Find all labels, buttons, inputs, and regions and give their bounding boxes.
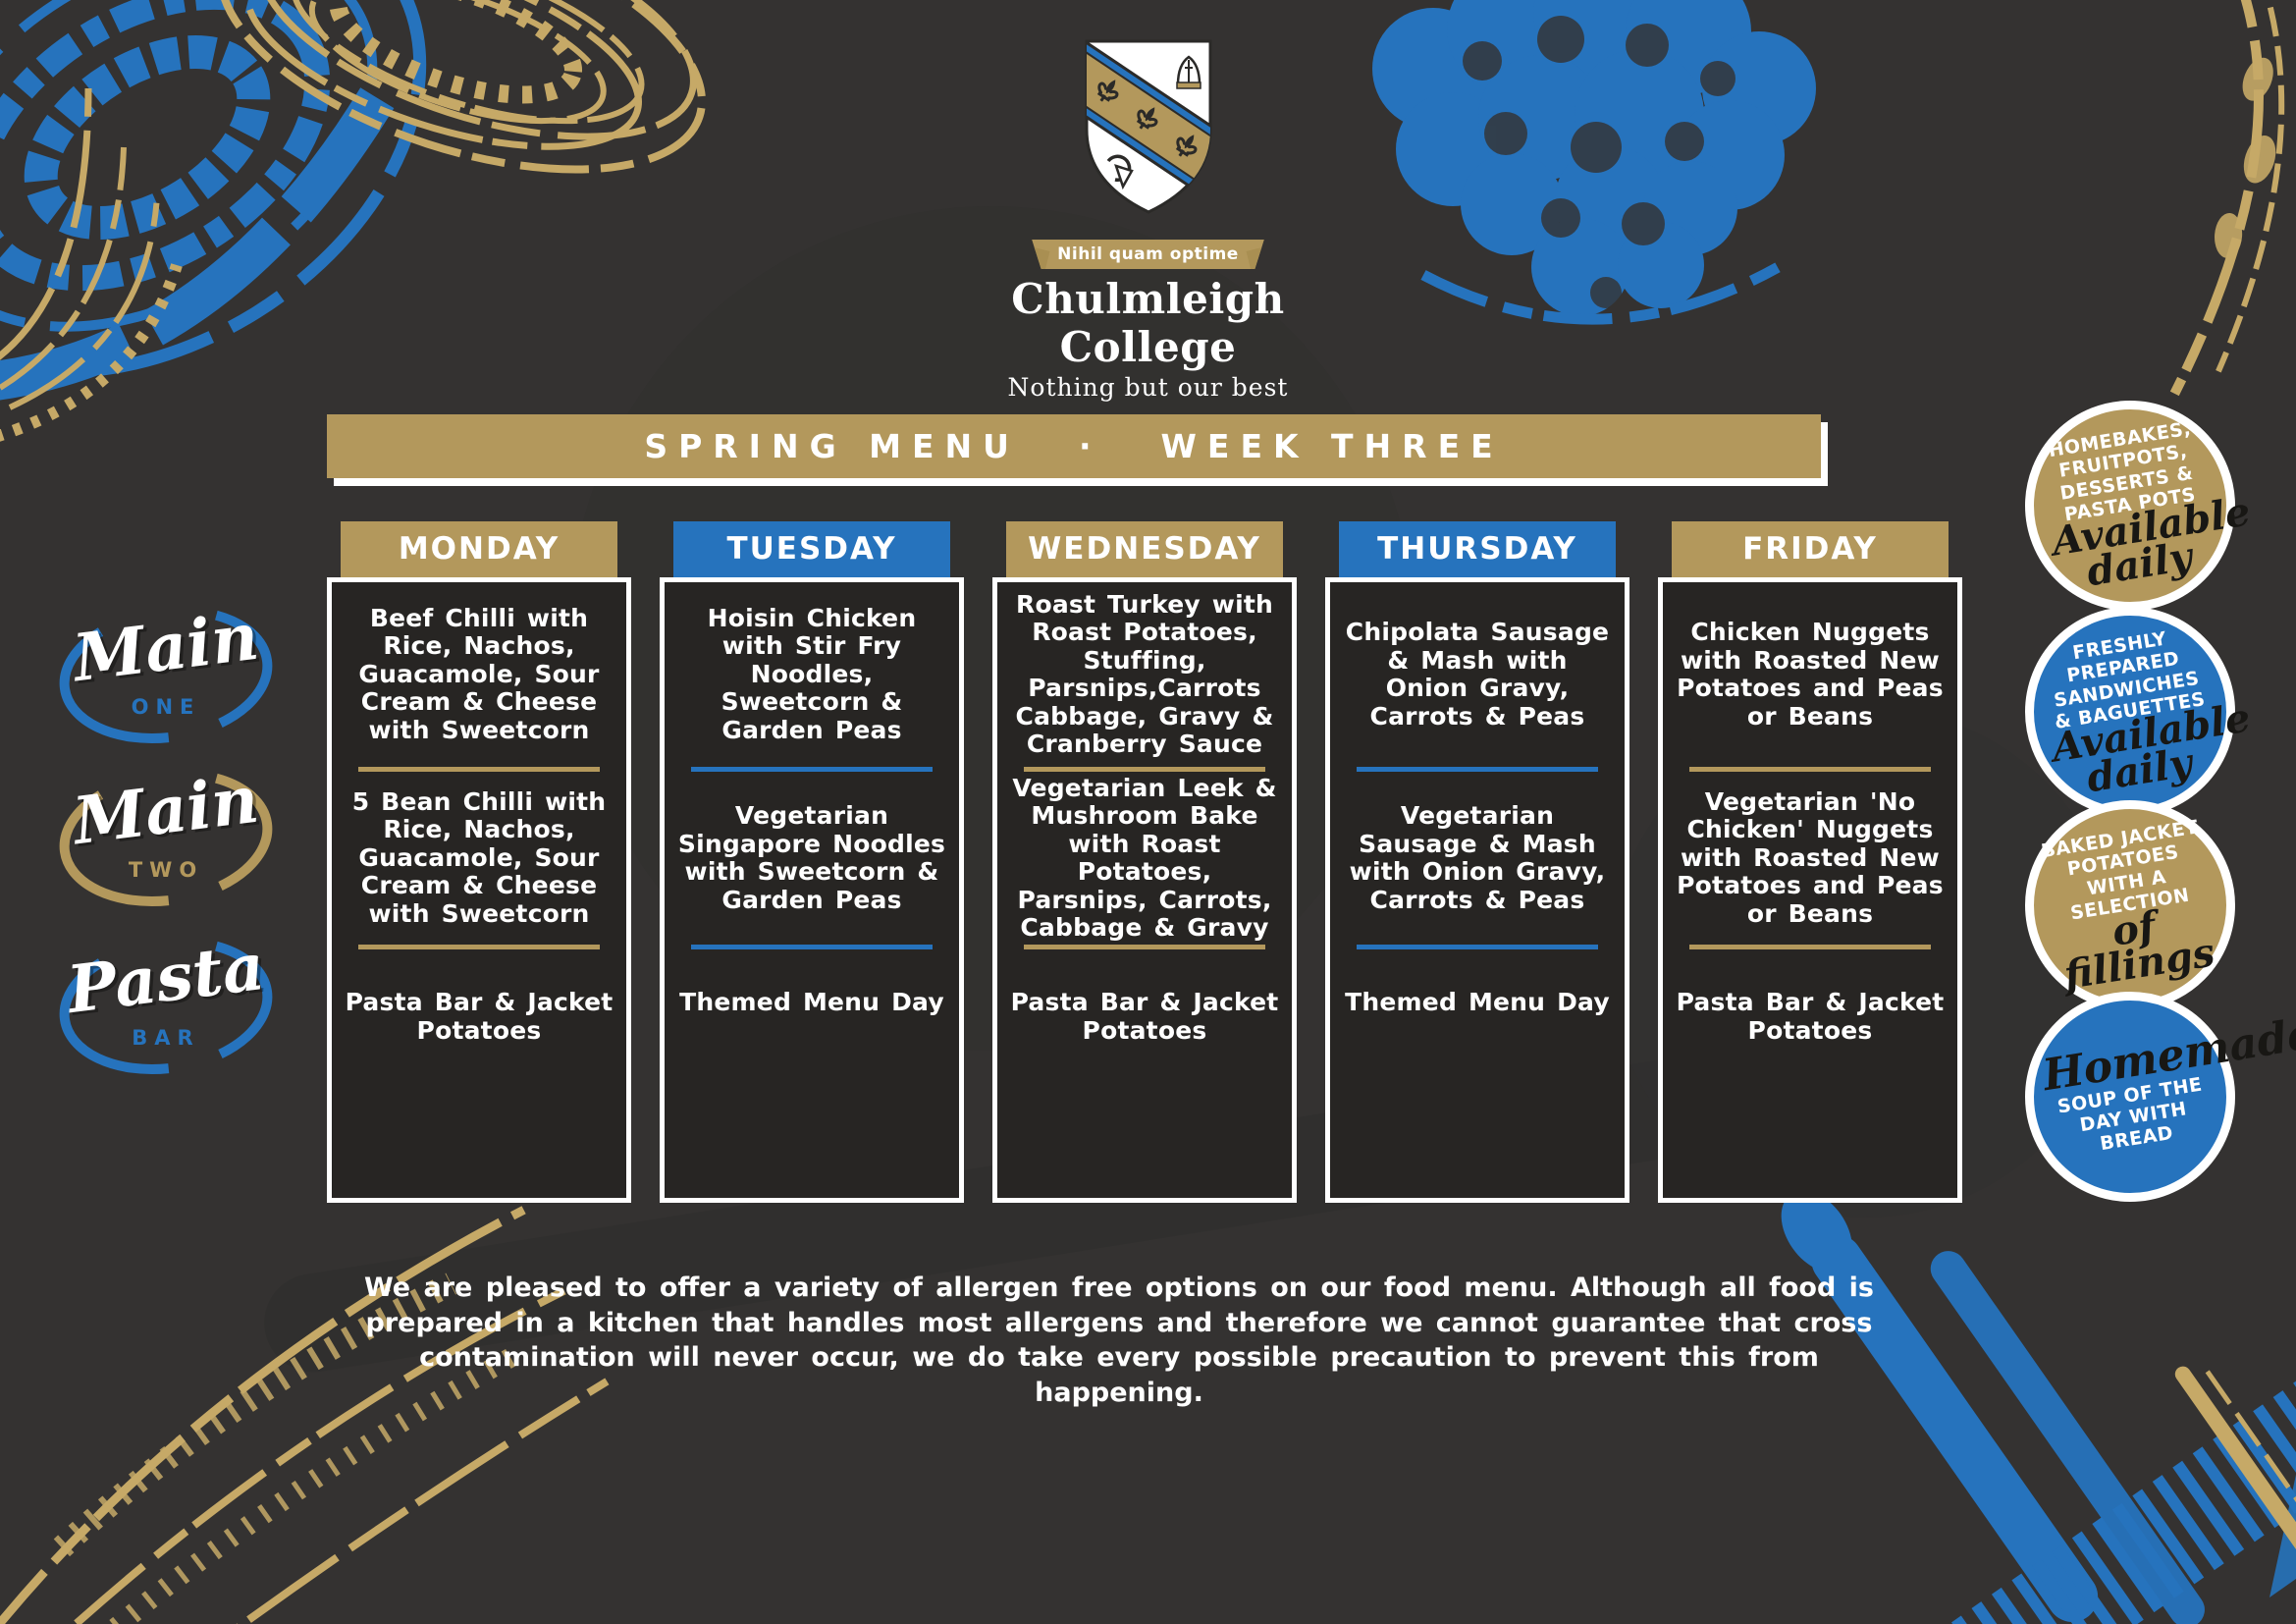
- day-body: Chipolata Sausage & Mash with Onion Grav…: [1325, 577, 1629, 1203]
- college-crest-shield-icon: [1085, 39, 1211, 214]
- main-one-item: Chicken Nuggets with Roasted New Potatoe…: [1677, 618, 1944, 731]
- main-one-item: Beef Chilli with Rice, Nachos, Guacamole…: [358, 603, 600, 744]
- main-two-item: Vegetarian Sausage & Mash with Onion Gra…: [1349, 801, 1606, 914]
- gold-pasta-nest-illustration: [217, 0, 706, 174]
- menu-title-separator: ·: [1078, 427, 1102, 465]
- mitre-icon: [1175, 55, 1201, 89]
- main-one-item: Chipolata Sausage & Mash with Onion Grav…: [1345, 618, 1610, 731]
- allergen-line-2: prepared in a kitchen that handles most …: [365, 1307, 1873, 1338]
- day-body: Beef Chilli with Rice, Nachos, Guacamole…: [327, 577, 631, 1203]
- main-one-item: Hoisin Chicken with Stir Fry Noodles, Sw…: [707, 603, 917, 744]
- gold-knife-illustration: [2174, 1366, 2296, 1624]
- day-column-wednesday: WEDNESDAY Roast Turkey with Roast Potato…: [992, 521, 1297, 1203]
- motto-text: Nihil quam optime: [1057, 244, 1239, 264]
- gold-pasta-bows-illustration: [0, 1206, 610, 1624]
- day-header: MONDAY: [341, 521, 617, 577]
- pasta-bar-badge: Pasta BAR: [53, 928, 279, 1079]
- day-body: Chicken Nuggets with Roasted New Potatoe…: [1658, 577, 1962, 1203]
- main-two-item: Vegetarian 'No Chicken' Nuggets with Roa…: [1677, 786, 1944, 928]
- blue-dish-illustration: [0, 0, 427, 404]
- pasta-bar-item: Themed Menu Day: [679, 988, 944, 1016]
- ribbon-tail: [1032, 240, 1050, 269]
- college-name: Chulmleigh College: [1011, 275, 1285, 371]
- badge-ring-icon: [59, 605, 273, 744]
- motto-ribbon: Nihil quam optime: [1032, 240, 1264, 269]
- day-body: Roast Turkey with Roast Potatoes, Stuffi…: [992, 577, 1297, 1203]
- day-column-thursday: THURSDAY Chipolata Sausage & Mash with O…: [1325, 521, 1629, 1203]
- day-column-monday: MONDAY Beef Chilli with Rice, Nachos, Gu…: [327, 521, 631, 1203]
- allergen-line-3: contamination will never occur, we do ta…: [419, 1342, 1819, 1408]
- day-header: WEDNESDAY: [1006, 521, 1283, 577]
- sandwiches-badge: FRESHLY PREPARED SANDWICHES & BAGUETTES …: [2025, 607, 2254, 817]
- badge-ring-icon: [59, 768, 273, 907]
- brand-header: Nihil quam optime Chulmleigh College Not…: [923, 35, 1374, 402]
- ribbon-tail: [1246, 240, 1264, 269]
- main-one-item: Roast Turkey with Roast Potatoes, Stuffi…: [1015, 589, 1274, 758]
- badge-ring-icon: [59, 936, 273, 1075]
- course-badge-sub: TWO: [128, 858, 204, 882]
- jacket-potatoes-badge: BAKED JACKET POTATOES WITH A SELECTION o…: [2025, 800, 2235, 1010]
- menu-title-banner: SPRING MENU · WEEK THREE: [327, 414, 1821, 478]
- divider: [358, 945, 600, 949]
- homebakes-badge: HOMEBAKES, FRUITPOTS, DESSERTS & PASTA P…: [2025, 401, 2254, 611]
- pasta-bar-item: Themed Menu Day: [1345, 988, 1610, 1016]
- day-header: TUESDAY: [673, 521, 950, 577]
- course-badge-sub: ONE: [131, 695, 201, 719]
- day-column-tuesday: TUESDAY Hoisin Chicken with Stir Fry Noo…: [660, 521, 964, 1203]
- pasta-bar-item: Pasta Bar & Jacket Potatoes: [345, 988, 614, 1045]
- week-menu-grid: MONDAY Beef Chilli with Rice, Nachos, Gu…: [327, 521, 1966, 1203]
- menu-title-right: WEEK THREE: [1160, 427, 1504, 465]
- day-header: FRIDAY: [1672, 521, 1949, 577]
- ram-head-icon: [1106, 154, 1134, 190]
- soup-badge: Homemade SOUP OF THE DAY WITH BREAD: [2025, 992, 2296, 1202]
- day-column-friday: FRIDAY Chicken Nuggets with Roasted New …: [1658, 521, 1962, 1203]
- main-one-badge: Main ONE: [53, 598, 279, 748]
- college-tagline: Nothing but our best: [1007, 373, 1289, 402]
- divider: [1357, 945, 1598, 949]
- day-body: Hoisin Chicken with Stir Fry Noodles, Sw…: [660, 577, 964, 1203]
- day-header: THURSDAY: [1339, 521, 1616, 577]
- blue-cauliflower-illustration: [1372, 0, 1816, 325]
- divider: [358, 767, 600, 772]
- main-two-item: Vegetarian Leek & Mushroom Bake with Roa…: [1012, 773, 1277, 942]
- main-two-item: Vegetarian Singapore Noodles with Sweetc…: [677, 801, 946, 914]
- menu-title-left: SPRING MENU: [644, 427, 1020, 465]
- allergen-line-1: We are pleased to offer a variety of all…: [363, 1272, 1874, 1303]
- main-two-badge: Main TWO: [53, 761, 279, 911]
- main-two-item: 5 Bean Chilli with Rice, Nachos, Guacamo…: [351, 786, 607, 928]
- gold-pod-illustration: [2169, 0, 2285, 397]
- allergen-notice: We are pleased to offer a variety of all…: [334, 1271, 1904, 1411]
- divider: [1357, 767, 1598, 772]
- course-badge-sub: BAR: [132, 1026, 200, 1050]
- pasta-bar-item: Pasta Bar & Jacket Potatoes: [1010, 988, 1279, 1045]
- gold-artichoke-illustration: [0, 87, 183, 442]
- pasta-bar-item: Pasta Bar & Jacket Potatoes: [1676, 988, 1945, 1045]
